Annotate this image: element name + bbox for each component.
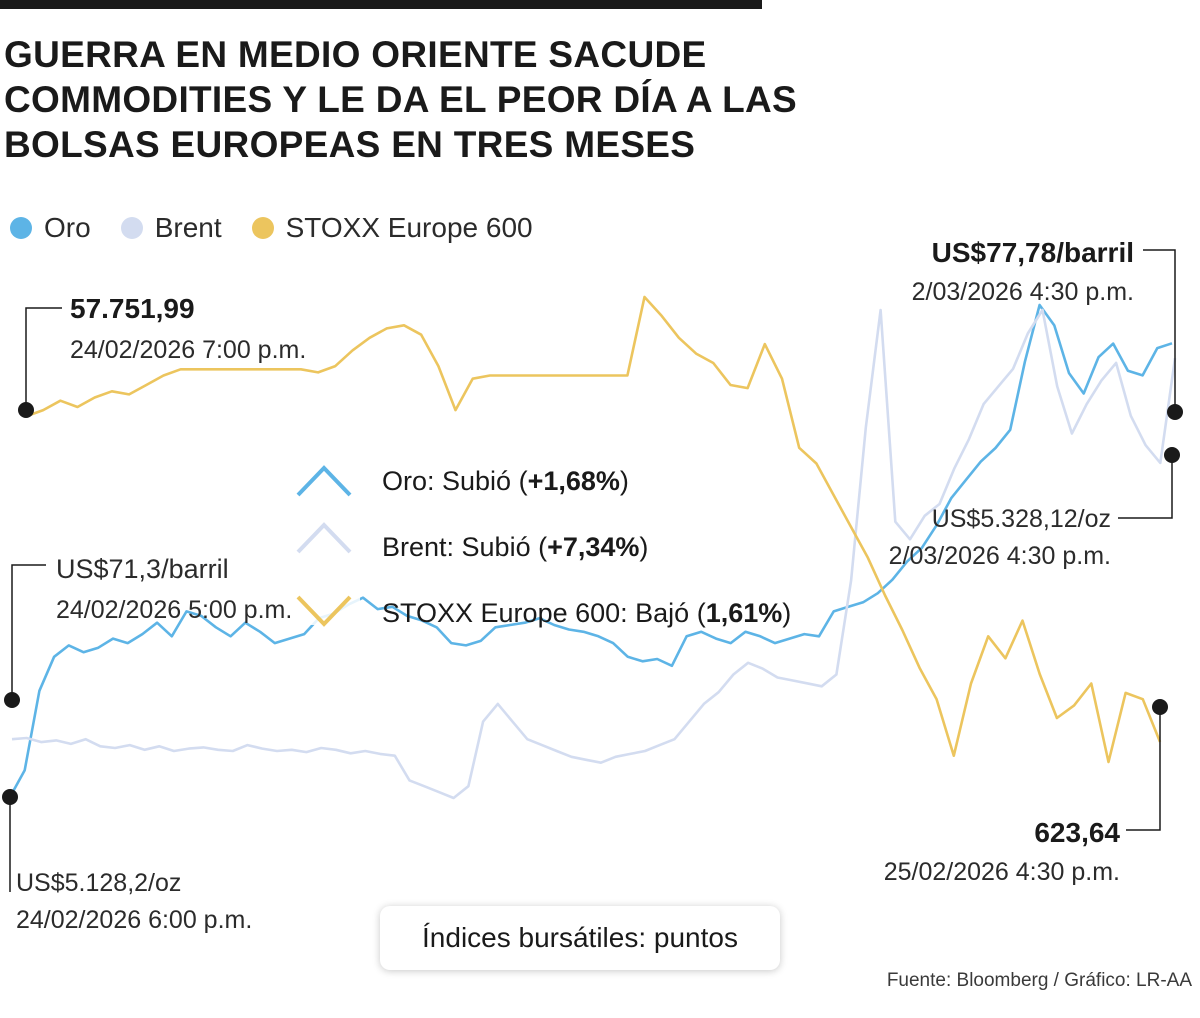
brent-start-dot bbox=[4, 692, 20, 708]
annotation-brent-end-value: US$77,78/barril bbox=[932, 237, 1134, 268]
top-rule bbox=[0, 0, 762, 9]
performance-brent-label: Brent: Subió ( bbox=[382, 532, 547, 562]
performance-oro-close: ) bbox=[620, 466, 629, 496]
annotation-oro-end-value: US$5.328,12/oz bbox=[932, 505, 1111, 533]
annotation-oro-start-value: US$5.128,2/oz bbox=[16, 869, 181, 897]
oro-end-dot bbox=[1164, 447, 1180, 463]
annotation-stoxx-start-value: 57.751,99 bbox=[70, 293, 195, 324]
stoxx-down-icon bbox=[296, 595, 352, 627]
stoxx-end-dot bbox=[1152, 699, 1168, 715]
legend-label-stoxx: STOXX Europe 600 bbox=[285, 212, 533, 243]
series-line-brent bbox=[11, 308, 1177, 800]
endpoint-dots bbox=[2, 402, 1183, 805]
legend-item-oro: Oro bbox=[10, 212, 91, 244]
performance-oro-label: Oro: Subió ( bbox=[382, 466, 528, 496]
legend-label-brent: Brent bbox=[154, 212, 222, 243]
annotation-stoxx-end-value: 623,64 bbox=[1034, 817, 1120, 848]
legend-swatch-oro bbox=[10, 217, 32, 239]
annotation-oro-start-date: 24/02/2026 6:00 p.m. bbox=[16, 906, 252, 934]
annotation-stoxx-end-date: 25/02/2026 4:30 p.m. bbox=[884, 858, 1120, 886]
annotation-brent-start-value: US$71,3/barril bbox=[56, 554, 229, 584]
series-line-oro bbox=[8, 303, 1173, 798]
legend-item-brent: Brent bbox=[120, 212, 222, 244]
performance-stoxx-close: ) bbox=[782, 598, 791, 628]
leader-stoxx-start bbox=[25, 307, 62, 410]
leader-brent-start bbox=[11, 564, 46, 700]
oro-up-icon bbox=[296, 465, 352, 497]
units-note: Índices bursátiles: puntos bbox=[380, 906, 780, 970]
performance-row-brent: Brent: Subió (+7,34%) bbox=[382, 532, 648, 562]
stoxx-start-dot bbox=[18, 402, 34, 418]
brent-end-dot bbox=[1167, 404, 1183, 420]
legend-swatch-brent bbox=[120, 217, 143, 239]
performance-row-stoxx: STOXX Europe 600: Bajó (1,61%) bbox=[382, 598, 791, 628]
performance-stoxx-value: 1,61% bbox=[706, 598, 783, 628]
performance-brent-close: ) bbox=[639, 532, 648, 562]
performance-brent-value: +7,34% bbox=[547, 532, 639, 562]
annotation-brent-start-date: 24/02/2026 5:00 p.m. bbox=[56, 596, 292, 624]
annotation-brent-end-date: 2/03/2026 4:30 p.m. bbox=[912, 278, 1134, 306]
annotation-oro-end-date: 2/03/2026 4:30 p.m. bbox=[889, 542, 1111, 570]
leader-stoxx-end bbox=[1126, 707, 1161, 831]
leader-brent-end bbox=[1143, 249, 1176, 412]
series-layer bbox=[8, 295, 1177, 800]
annotation-stoxx-start-date: 24/02/2026 7:00 p.m. bbox=[70, 336, 306, 364]
performance-stoxx-label: STOXX Europe 600: Bajó ( bbox=[382, 598, 706, 628]
oro-start-dot bbox=[2, 789, 18, 805]
performance-key-bg bbox=[290, 450, 360, 625]
performance-row-oro: Oro: Subió (+1,68%) bbox=[382, 466, 629, 496]
legend-label-oro: Oro bbox=[44, 212, 91, 243]
performance-key: Oro: Subió (+1,68%) Brent: Subió (+7,34%… bbox=[290, 450, 791, 628]
legend: Oro Brent STOXX Europe 600 bbox=[10, 212, 533, 244]
leader-oro-end bbox=[1118, 455, 1173, 519]
legend-item-stoxx: STOXX Europe 600 bbox=[251, 212, 533, 244]
series-line-stoxx-europe-600 bbox=[25, 295, 1162, 764]
legend-swatch-stoxx bbox=[251, 217, 274, 239]
leader-lines bbox=[9, 249, 1176, 892]
source-note: Fuente: Bloomberg / Gráfico: LR-AA bbox=[886, 970, 1192, 991]
performance-oro-value: +1,68% bbox=[528, 466, 620, 496]
chart-title: GUERRA EN MEDIO ORIENTE SACUDE COMMODITI… bbox=[4, 34, 797, 165]
brent-up-icon bbox=[296, 522, 352, 554]
